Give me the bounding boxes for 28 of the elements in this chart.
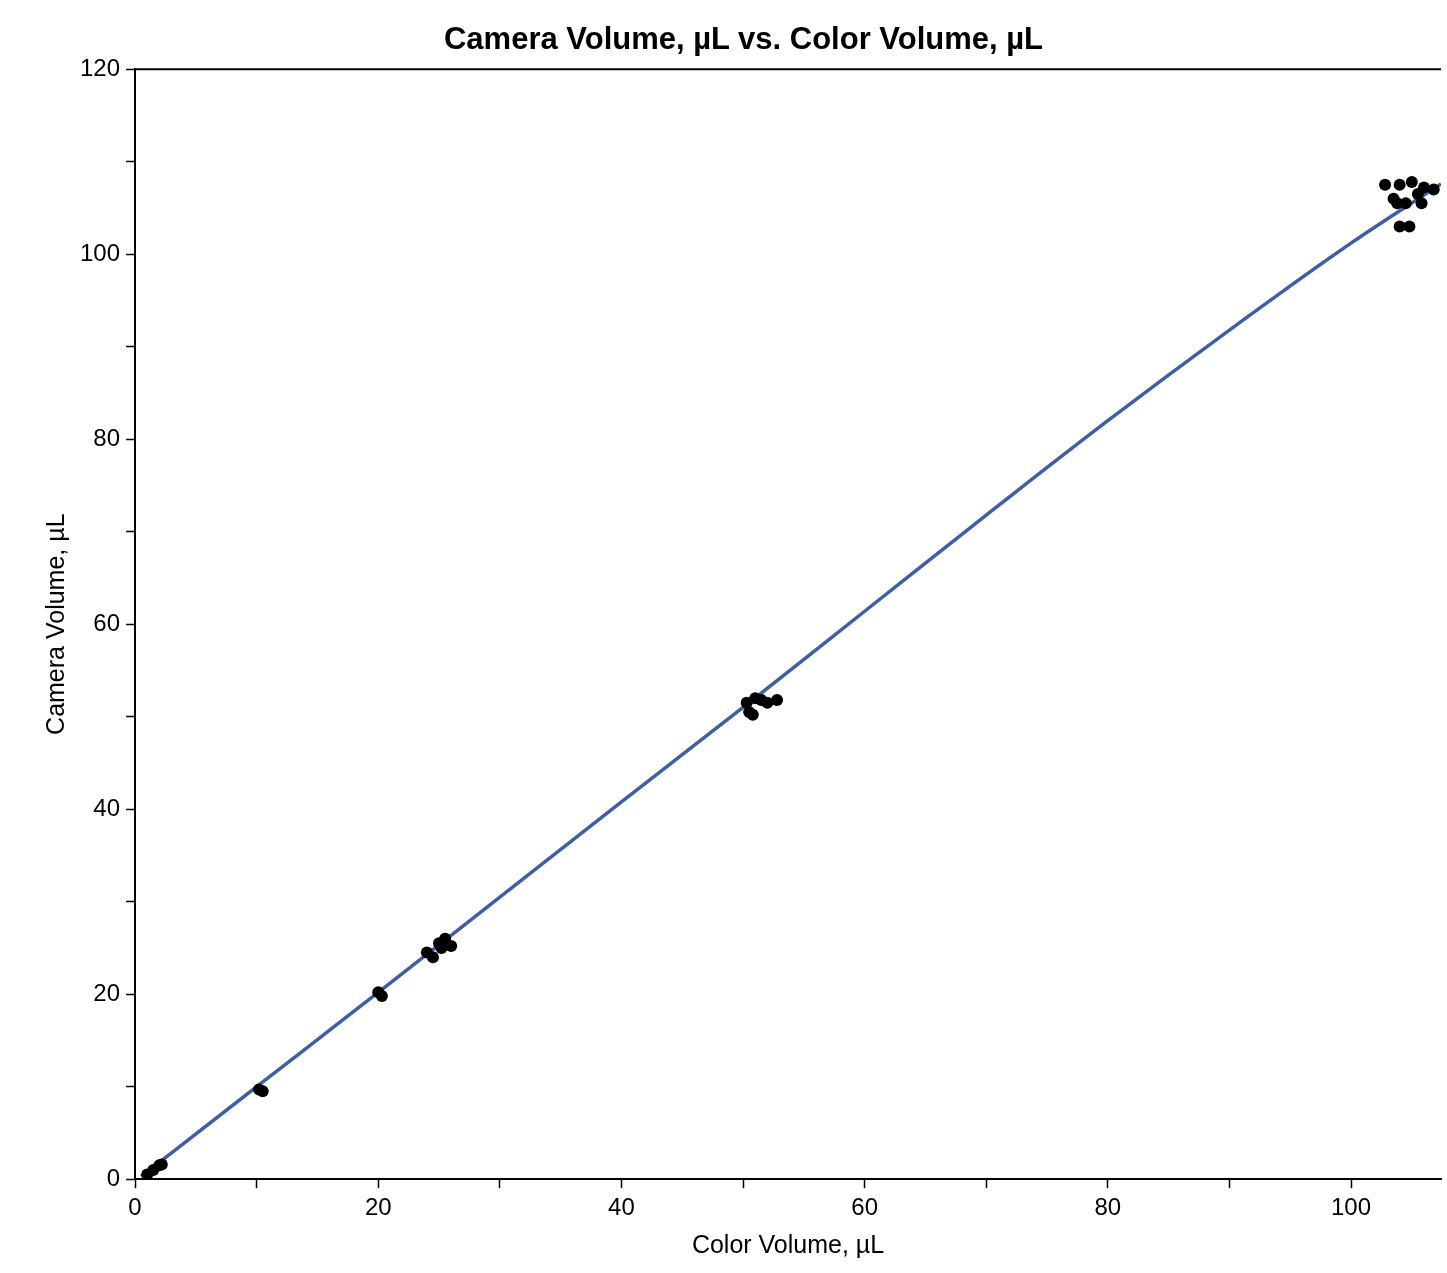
point [1405,176,1418,189]
point [1427,183,1440,196]
x-tick-label: 20 [364,1193,392,1221]
chart-title: Camera Volume, µL vs. Color Volume, µL [443,21,1044,57]
point [1393,178,1406,191]
y-axis-title: Camera Volume, µL [40,513,69,735]
y-tick-label: 20 [93,978,121,1006]
point [1415,197,1428,210]
y-tick-label: 40 [93,793,121,821]
point [761,696,774,709]
x-tick-label: 0 [128,1193,142,1221]
point [426,951,439,964]
point [1403,220,1416,233]
line-series [139,182,1441,1179]
x-tick-label: 100 [1330,1193,1372,1221]
y-tick-label: 80 [93,423,121,451]
y-tick-label: 0 [106,1163,121,1191]
x-tick-label: 40 [608,1193,635,1221]
point [771,694,784,707]
point [375,990,388,1003]
point [1379,178,1392,191]
x-tick-label: 80 [1094,1193,1122,1221]
point [445,940,458,953]
x-axis-title: Color Volume, µL [691,1229,885,1258]
y-tick-label: 100 [80,238,121,266]
y-tick-label: 60 [93,608,121,636]
x-tick-label: 60 [851,1193,878,1221]
y-tick-label: 120 [80,53,121,81]
